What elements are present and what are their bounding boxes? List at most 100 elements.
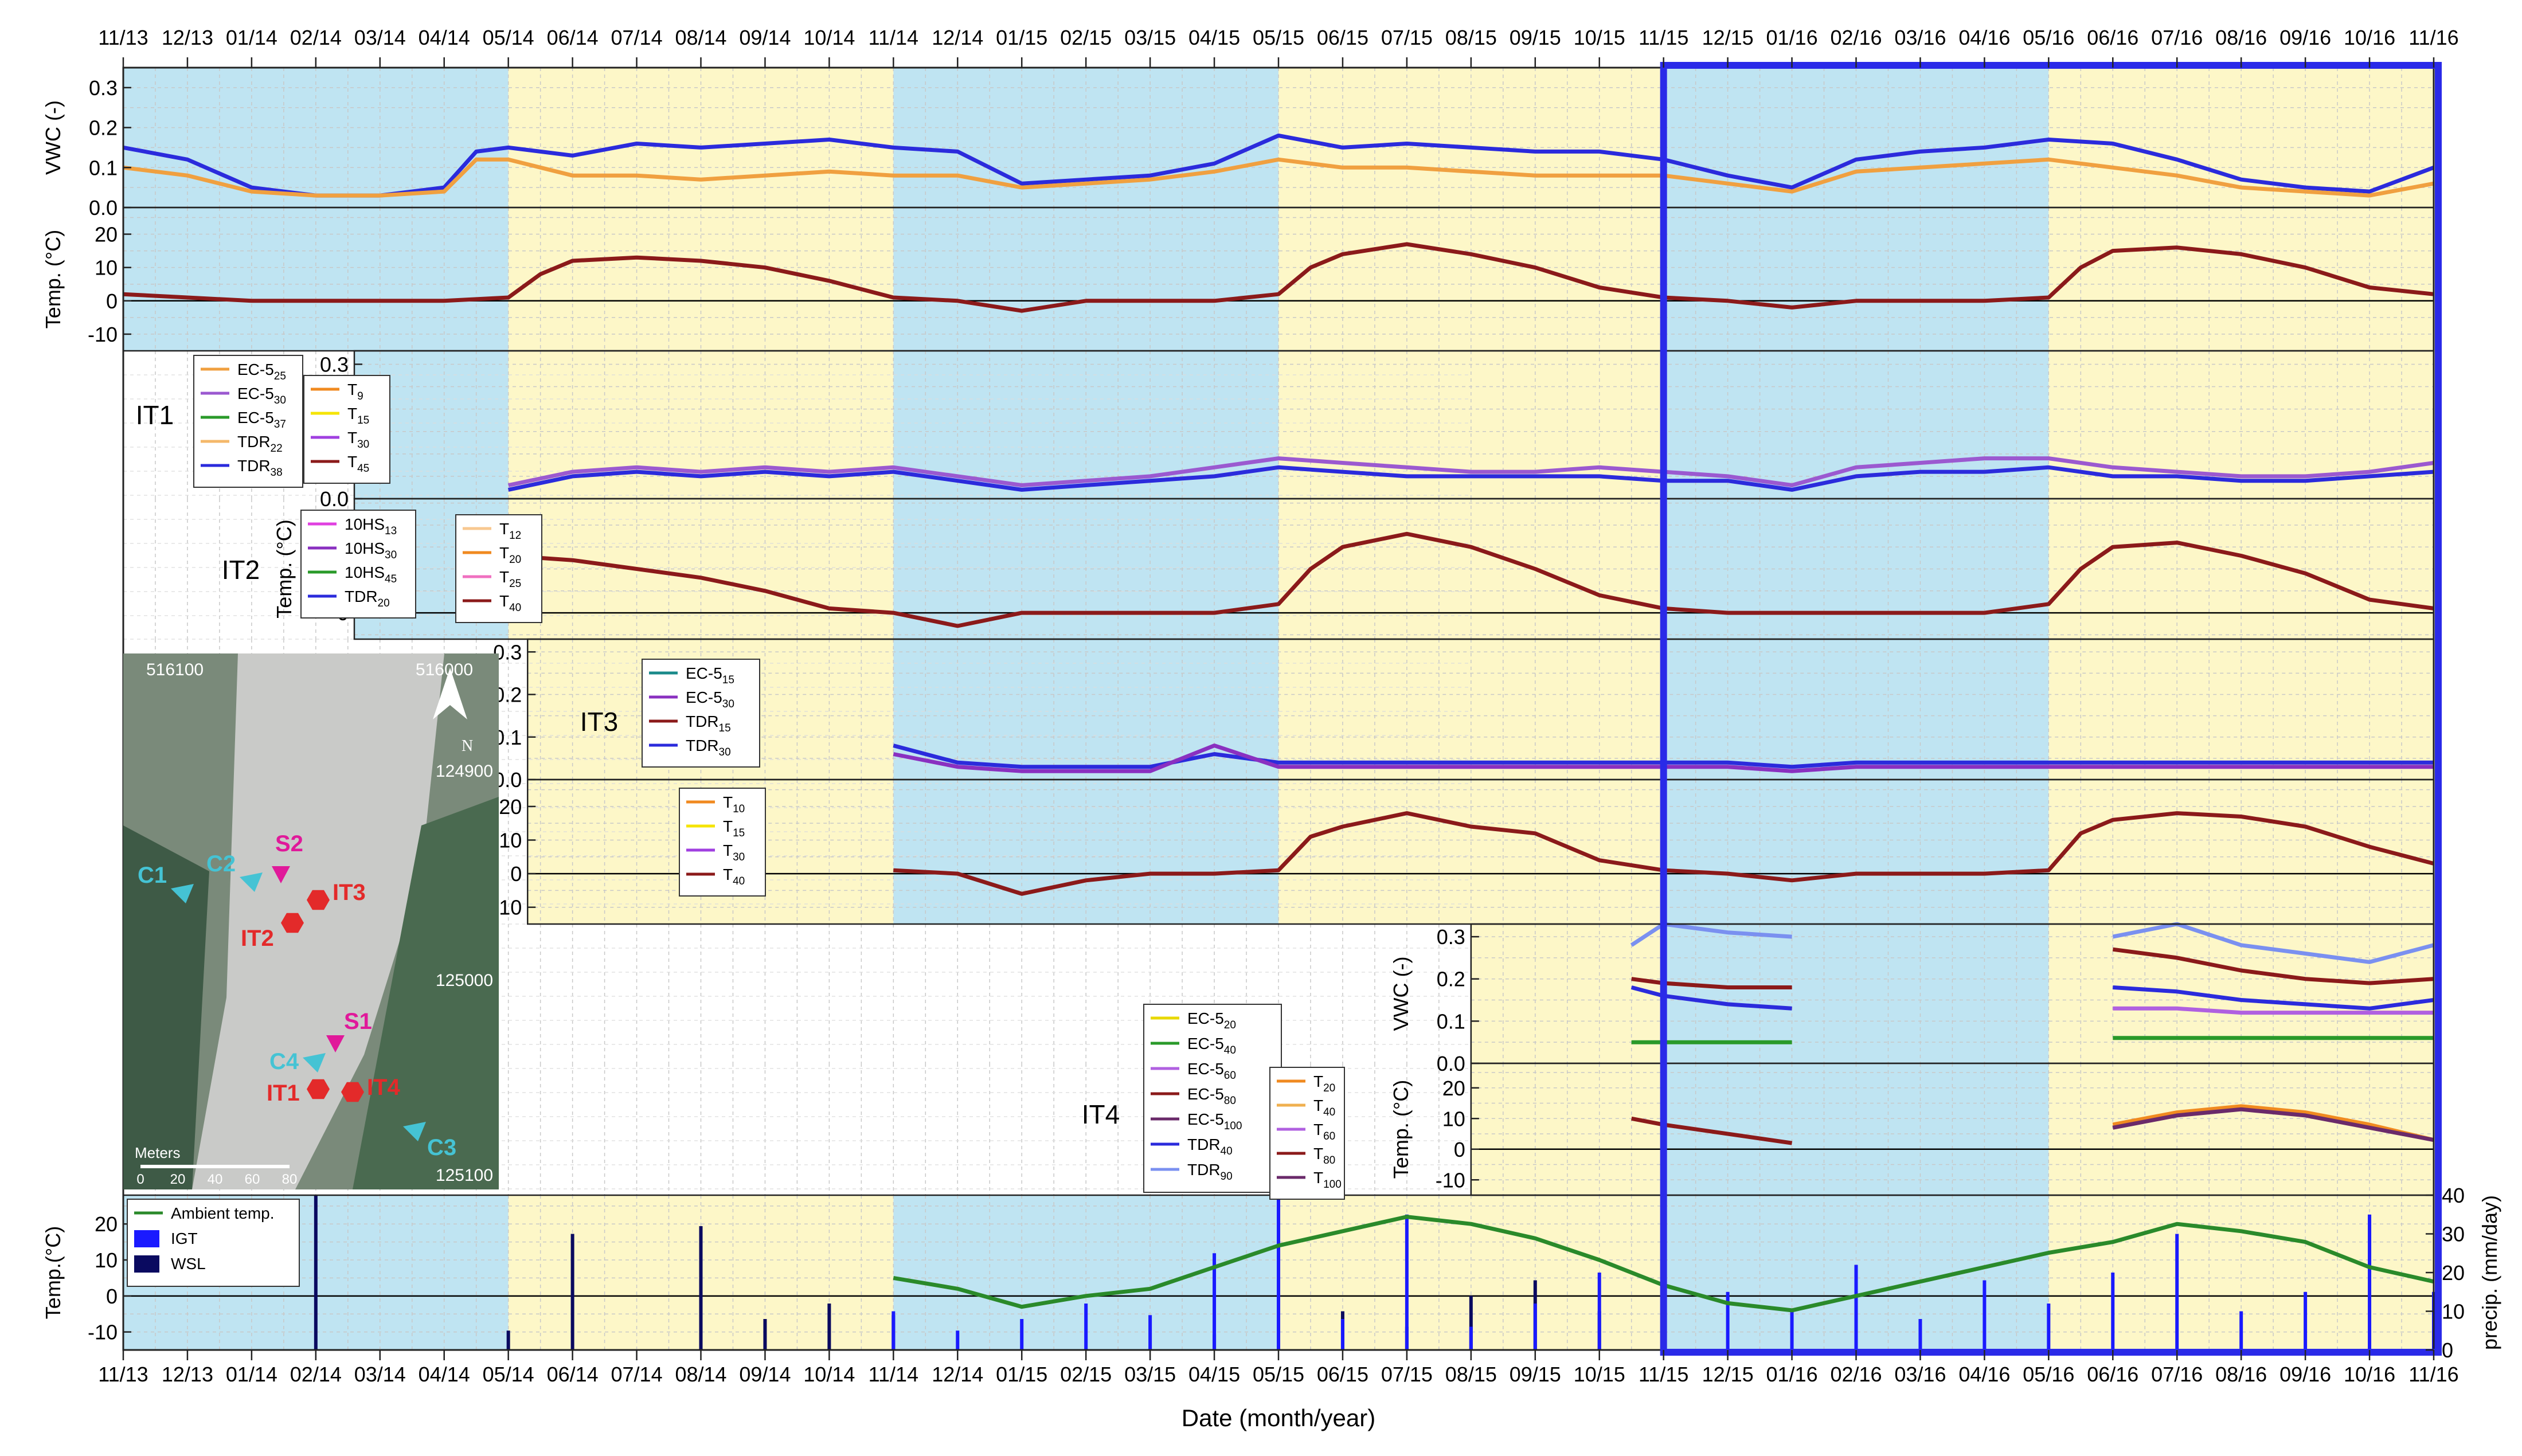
series-line: [2113, 1006, 2434, 1015]
y-tick-label: 0.0: [1437, 1052, 1465, 1075]
x-tick-label-bottom: 08/16: [2215, 1363, 2267, 1386]
x-tick-label-top: 10/16: [2344, 26, 2395, 49]
y-tick-label-right: 10: [2442, 1300, 2465, 1324]
legend-swatch: [134, 1230, 159, 1247]
legend-label: TDR38: [237, 457, 283, 479]
scale-tick-label: 40: [208, 1172, 223, 1187]
legend-it3-vwc-box: [642, 659, 760, 768]
x-tick-label-top: 11/14: [869, 26, 918, 49]
legend-label: EC-520: [1187, 1009, 1236, 1031]
map-point-label: C3: [427, 1135, 456, 1160]
map-coord-label: 125000: [436, 971, 493, 990]
x-tick-label-top: 04/16: [1958, 26, 2010, 49]
x-tick-label-bottom: 02/16: [1830, 1363, 1882, 1386]
map-point-label: IT4: [367, 1075, 401, 1100]
map-point-label: C2: [206, 851, 236, 876]
legend-label: T80: [1313, 1145, 1335, 1167]
y-tick-label: 0.3: [1437, 925, 1465, 949]
season-band: [1663, 351, 2049, 499]
series-line: [123, 134, 2435, 198]
x-tick-label-top: 01/14: [226, 26, 277, 49]
x-tick-label-top: 12/15: [1702, 26, 1754, 49]
x-tick-label-top: 07/16: [2151, 26, 2203, 49]
legend-it4-vwc-box: [1143, 1004, 1282, 1193]
forest-left: [123, 825, 209, 1189]
legend-label: T12: [499, 520, 521, 542]
series-line: [508, 531, 2434, 628]
x-tick-label-bottom: 07/14: [611, 1363, 663, 1386]
legend-label: T10: [723, 793, 745, 815]
y-tick-label: 10: [1442, 1107, 1465, 1130]
x-tick-label-bottom: 11/13: [98, 1363, 148, 1386]
x-tick-label-bottom: 05/15: [1253, 1363, 1304, 1386]
site-label-it1: IT1: [136, 400, 174, 430]
x-tick-label-top: 12/14: [932, 26, 983, 49]
y-tick-label: 10: [95, 1248, 118, 1272]
x-tick-label-top: 04/14: [419, 26, 470, 49]
season-band: [508, 351, 894, 499]
x-tick-label-bottom: 10/16: [2344, 1363, 2395, 1386]
map-point-label: IT2: [241, 926, 274, 951]
legend-label: TDR90: [1187, 1161, 1233, 1183]
scale-tick-label: 20: [170, 1172, 186, 1187]
legend-label: TDR22: [237, 433, 283, 455]
x-tick-label-bottom: 03/14: [354, 1363, 406, 1386]
y-tick-label: 0: [106, 1285, 118, 1308]
x-tick-label-top: 09/16: [2279, 26, 2331, 49]
x-tick-label-top: 01/16: [1766, 26, 1818, 49]
scale-tick-label: 0: [136, 1172, 144, 1187]
x-tick-label-bottom: 05/16: [2023, 1363, 2074, 1386]
y-axis-title: Temp. (°C): [272, 519, 296, 618]
season-band: [2048, 351, 2434, 499]
x-tick-label-top: 10/14: [803, 26, 855, 49]
x-tick-label-top: 06/16: [2087, 26, 2138, 49]
series-line: [2113, 985, 2434, 1011]
map-point-label: IT1: [267, 1081, 300, 1106]
map-hex-marker: [281, 913, 304, 933]
x-tick-label-bottom: 08/14: [675, 1363, 726, 1386]
x-tick-label-bottom: 09/14: [739, 1363, 791, 1386]
site-map: 516100 516000 124900 125000 125100 N Meters 0 20…: [123, 653, 499, 1189]
legends: EC-525EC-530EC-537TDR22TDR38T9T15T30T451…: [127, 355, 1345, 1287]
x-tick-label-top: 11/13: [98, 26, 148, 49]
x-tick-label-bottom: 09/15: [1510, 1363, 1561, 1386]
x-tick-label-top: 06/14: [547, 26, 599, 49]
y-tick-label: 20: [95, 1212, 118, 1236]
x-tick-label-top: 09/15: [1510, 26, 1561, 49]
y-axis-title: Temp. (°C): [41, 230, 65, 328]
legend-swatch: [134, 1255, 159, 1273]
x-tick-label-bottom: 11/15: [1639, 1363, 1688, 1386]
y-axis-title: Temp. (°C): [1389, 1080, 1413, 1179]
series-line: [1631, 1116, 1793, 1145]
x-tick-label-bottom: 01/15: [996, 1363, 1047, 1386]
x-tick-label-bottom: 01/14: [226, 1363, 277, 1386]
x-tick-label-bottom: 12/13: [162, 1363, 213, 1386]
highlight-box: [1660, 62, 2442, 1356]
legend-label: T100: [1313, 1169, 1342, 1191]
x-tick-label-bottom: 09/16: [2279, 1363, 2331, 1386]
legend-label: T15: [347, 405, 369, 426]
x-tick-label-bottom: 12/14: [932, 1363, 983, 1386]
legend-label: EC-580: [1187, 1085, 1236, 1107]
y-tick-label: 0.3: [320, 353, 349, 376]
map-point-label: S2: [275, 831, 303, 856]
north-arrow-icon: [433, 668, 467, 719]
x-tick-label-top: 01/15: [996, 26, 1047, 49]
y-tick-label: 0: [106, 289, 118, 313]
legend-label: T45: [347, 453, 369, 475]
x-tick-label-bottom: 06/15: [1317, 1363, 1368, 1386]
legend-label: EC-5100: [1187, 1110, 1242, 1132]
site-label-it2: IT2: [222, 555, 260, 585]
y-tick-label: 10: [95, 256, 118, 280]
x-tick-label-bottom: 01/16: [1766, 1363, 1818, 1386]
landslide-area: [192, 653, 444, 1189]
series-line: [1630, 922, 1792, 947]
legend-it2-vwc-box: [300, 510, 416, 619]
x-tick-label-bottom: 12/15: [1702, 1363, 1754, 1386]
y-tick-label: 20: [1442, 1077, 1465, 1100]
x-tick-label-top: 07/15: [1381, 26, 1433, 49]
map-coord-label: 124900: [436, 762, 493, 781]
series-line: [123, 157, 2434, 198]
series-line: [1630, 985, 1792, 1011]
legend-label: EC-560: [1187, 1060, 1236, 1082]
